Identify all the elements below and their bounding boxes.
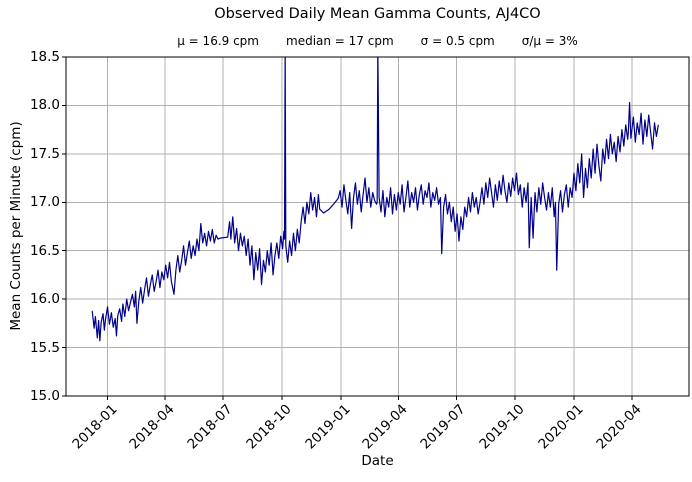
y-tick-label: 16.5 <box>29 242 60 259</box>
y-tick-label: 18.0 <box>29 97 60 114</box>
stats-line: μ = 16.9 cpm median = 17 cpm σ = 0.5 cpm… <box>66 34 689 48</box>
x-axis-label: Date <box>361 453 394 469</box>
stat-median: median = 17 cpm <box>286 34 394 48</box>
data-line <box>91 57 659 342</box>
y-tick-label: 16.0 <box>29 291 60 308</box>
axes-spines <box>65 56 690 397</box>
stat-sigma-over-mu: σ/μ = 3% <box>521 34 578 48</box>
chart-title: Observed Daily Mean Gamma Counts, AJ4CO <box>214 6 541 22</box>
y-tick-label: 15.5 <box>29 339 60 356</box>
stat-mean: μ = 16.9 cpm <box>177 34 259 48</box>
y-tick-label: 17.0 <box>29 194 60 211</box>
y-tick-label: 18.5 <box>29 49 60 65</box>
y-tick-label: 17.5 <box>29 145 60 162</box>
stat-sigma: σ = 0.5 cpm <box>420 34 495 48</box>
y-tick-label: 15.0 <box>29 388 60 404</box>
